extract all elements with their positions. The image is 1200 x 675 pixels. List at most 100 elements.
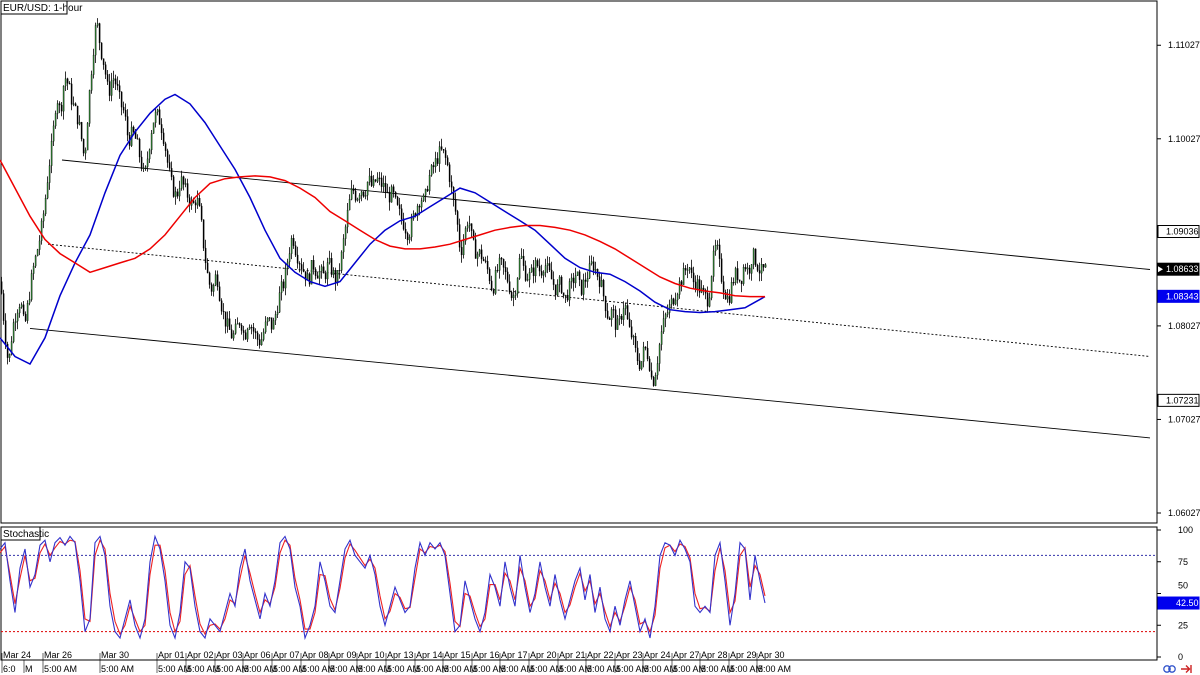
candle xyxy=(262,328,265,342)
candle xyxy=(100,42,103,61)
candle xyxy=(492,288,495,296)
candle xyxy=(644,346,647,351)
candle xyxy=(400,204,403,225)
time-label: 5:00 AM xyxy=(330,664,363,674)
chart-title-box: EUR/USD: 1-hour xyxy=(0,0,83,15)
scroll-to-end-icon[interactable] xyxy=(1181,665,1192,673)
candle xyxy=(164,141,167,157)
candle xyxy=(144,165,147,171)
candle xyxy=(142,162,145,172)
stochastic-tick-label: 50 xyxy=(1178,581,1188,591)
date-label: Apr 24 xyxy=(644,650,671,660)
candle xyxy=(216,270,219,291)
candle xyxy=(44,194,47,217)
candle xyxy=(386,183,389,193)
candle xyxy=(632,334,635,345)
candle xyxy=(468,215,471,232)
price-tag-ma: 1.08343 xyxy=(1157,289,1200,303)
candle xyxy=(658,342,661,372)
candle xyxy=(122,101,125,114)
price-tick-label: 1.08027 xyxy=(1168,321,1200,331)
candle xyxy=(198,194,201,207)
date-label: Apr 01 xyxy=(158,650,185,660)
candle xyxy=(686,263,689,279)
price-pane[interactable]: 1.11027 1.10027 1.08027 1.07027 1.06027 1.09… xyxy=(0,0,1200,524)
candle xyxy=(760,258,763,281)
candle xyxy=(600,273,603,288)
candle xyxy=(326,257,329,286)
stochastic-tick-label: 0 xyxy=(1178,652,1183,662)
price-tag-label: 1.08633 xyxy=(1166,264,1199,274)
price-tag-last: 1.08633 xyxy=(1157,262,1200,276)
candle xyxy=(366,181,369,201)
candle xyxy=(86,122,89,151)
time-label: 5:00 AM xyxy=(559,664,592,674)
candle xyxy=(238,322,241,328)
candle xyxy=(50,133,53,174)
candle xyxy=(56,100,59,120)
candle xyxy=(426,185,429,192)
time-label: 5:00 AM xyxy=(273,664,306,674)
candle xyxy=(424,188,427,203)
candle xyxy=(638,353,641,371)
candle xyxy=(752,247,755,270)
candle xyxy=(112,70,115,88)
candle xyxy=(488,267,491,285)
candle xyxy=(416,203,419,221)
candle xyxy=(132,125,135,134)
candle xyxy=(260,332,263,346)
candle xyxy=(70,78,73,111)
candle xyxy=(380,172,383,192)
candle xyxy=(738,279,741,283)
candle xyxy=(180,170,183,191)
candle xyxy=(436,152,439,166)
candle xyxy=(612,304,615,318)
candle xyxy=(154,108,157,128)
candle xyxy=(438,141,441,172)
candle xyxy=(246,327,249,342)
candle xyxy=(660,325,663,351)
date-label: Apr 10 xyxy=(358,650,385,660)
candle xyxy=(114,74,117,90)
candle xyxy=(740,280,743,293)
candle xyxy=(372,175,375,188)
ma-fast-line xyxy=(0,93,766,365)
candle xyxy=(84,147,87,160)
candle xyxy=(688,267,691,274)
candle xyxy=(726,289,729,303)
candle xyxy=(478,248,481,257)
candle xyxy=(222,303,225,320)
link-icon[interactable] xyxy=(1163,665,1176,673)
candle xyxy=(486,255,489,274)
candle xyxy=(224,311,227,334)
candle xyxy=(616,315,619,330)
candle xyxy=(360,190,363,202)
candle xyxy=(548,257,551,272)
price-tick-label: 1.06027 xyxy=(1168,508,1200,518)
candle xyxy=(272,317,275,330)
candle xyxy=(690,259,693,279)
date-label: Apr 21 xyxy=(559,650,586,660)
candle xyxy=(392,184,395,198)
candle xyxy=(476,251,479,267)
candle xyxy=(504,261,507,280)
candle xyxy=(684,265,687,276)
candle xyxy=(530,264,533,273)
candle xyxy=(20,302,23,309)
candle xyxy=(340,250,343,274)
candle xyxy=(318,265,321,285)
candle xyxy=(104,61,107,79)
candle xyxy=(498,253,501,279)
candle xyxy=(624,303,627,316)
candle xyxy=(648,356,651,372)
stochastic-pane[interactable]: 100 75 50 25 0 42.50 Stochastic xyxy=(0,525,1200,662)
date-label: Apr 27 xyxy=(673,650,700,660)
candle xyxy=(662,310,665,334)
candle xyxy=(186,178,189,203)
candle xyxy=(748,265,751,280)
candle xyxy=(266,317,269,326)
candle xyxy=(558,275,561,293)
candle xyxy=(124,103,127,121)
candle xyxy=(710,275,713,301)
candle xyxy=(330,252,333,278)
